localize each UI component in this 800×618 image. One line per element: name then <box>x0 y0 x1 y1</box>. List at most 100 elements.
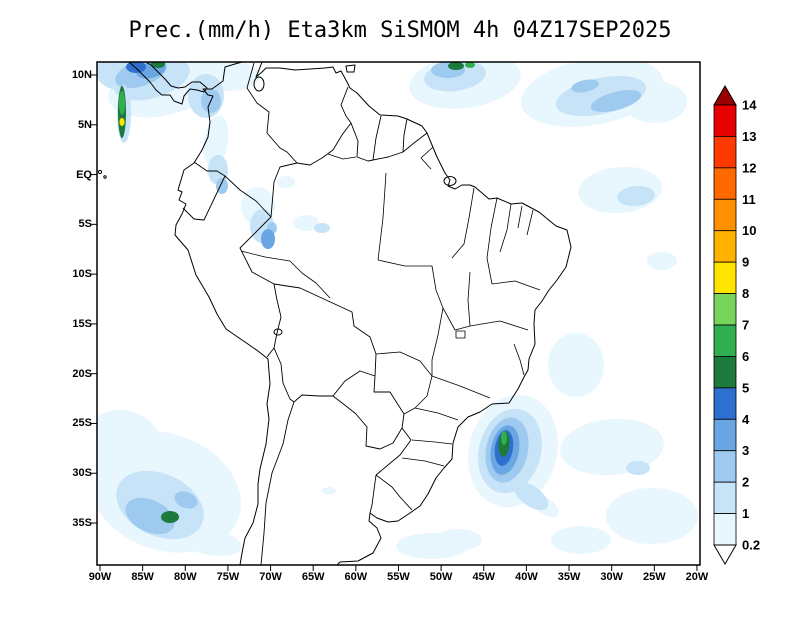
state-border <box>452 188 474 258</box>
lat-tick-label: 10S <box>58 267 92 281</box>
state-border <box>376 352 432 376</box>
coastline-galapagos-island <box>104 176 106 178</box>
colorbar-segment <box>714 105 736 136</box>
lon-tick-label: 55W <box>379 571 417 583</box>
colorbar-segment <box>714 294 736 325</box>
lon-tick-label: 85W <box>124 571 162 583</box>
coastline-galapagos-island <box>98 170 101 173</box>
colorbar-segment <box>714 388 736 419</box>
lon-tick-label: 75W <box>209 571 247 583</box>
lon-tick-label: 80W <box>166 571 204 583</box>
precip-cell <box>261 229 275 249</box>
colorbar-segment <box>714 168 736 199</box>
border-guyana-brazil <box>351 123 373 161</box>
lon-tick-label: 65W <box>294 571 332 583</box>
lat-tick-label: 25S <box>58 416 92 430</box>
colorbar-label: 9 <box>742 255 749 270</box>
border-peru-bolivia <box>274 284 281 348</box>
border-brazil-uruguay <box>376 475 412 510</box>
lat-tick-label: 20S <box>58 367 92 381</box>
lon-tick-label: 25W <box>635 571 673 583</box>
colorbar-label: 10 <box>742 223 756 238</box>
lat-tick-label: 35S <box>58 516 92 530</box>
state-border-distrito-federal <box>456 331 465 338</box>
state-border <box>492 281 540 290</box>
border-colombia-brazil <box>271 163 297 217</box>
colorbar-label: 7 <box>742 318 749 333</box>
colorbar-label: 11 <box>742 192 756 207</box>
state-border <box>241 251 290 261</box>
colorbar-label: 3 <box>742 443 749 458</box>
colorbar-label: 2 <box>742 475 749 490</box>
lat-tick-label: EQ <box>58 168 92 182</box>
state-border <box>487 198 497 284</box>
colorbar-segment <box>714 136 736 167</box>
state-border <box>412 440 452 444</box>
colorbar-segment <box>714 419 736 450</box>
colorbar-label: 6 <box>742 349 749 364</box>
precip-shading <box>72 44 698 573</box>
lat-tick-label: 5N <box>58 118 92 132</box>
precip-cell <box>626 461 650 475</box>
lon-tick-label: 45W <box>465 571 503 583</box>
precip-cell <box>606 488 698 544</box>
colorbar-segment <box>714 262 736 293</box>
state-border <box>402 458 444 466</box>
lon-tick-label: 30W <box>593 571 631 583</box>
border-paraguay-brazil <box>374 376 404 428</box>
state-border <box>514 344 524 375</box>
border-suriname-brazil <box>373 152 403 160</box>
state-border <box>378 173 386 260</box>
precip-cell <box>548 333 604 397</box>
colorbar-arrow-over <box>714 86 736 105</box>
precip-cell <box>501 431 507 445</box>
lat-tick-label: 15S <box>58 317 92 331</box>
precip-cell <box>448 62 464 70</box>
colorbar: 14 13 12 11 10 9 8 7 6 5 4 3 2 1 0.2 <box>706 80 796 580</box>
lon-tick-label: 40W <box>507 571 545 583</box>
state-border <box>378 260 432 266</box>
colorbar-label: 5 <box>742 380 749 395</box>
weather-map-page: Prec.(mm/h) Eta3km SiSMOM 4h 04Z17SEP202… <box>0 0 800 618</box>
colorbar-label: 13 <box>742 129 756 144</box>
state-border <box>527 210 533 235</box>
precip-cell <box>277 176 295 188</box>
border-bolivia-argentina <box>294 395 333 402</box>
colorbar-segment <box>714 482 736 513</box>
colorbar-label: 1 <box>742 506 749 521</box>
precip-cell <box>647 252 677 270</box>
colorbar-segment <box>714 514 736 545</box>
colorbar-label: 14 <box>742 98 757 113</box>
state-border <box>432 376 490 398</box>
state-border <box>432 266 443 308</box>
state-border <box>328 154 356 159</box>
colorbar-label: 4 <box>742 412 750 427</box>
colorbar-arrow-under <box>714 545 736 564</box>
lat-tick-label: 5S <box>58 217 92 231</box>
precip-cell <box>322 487 336 495</box>
border-suriname-frenchguiana <box>403 119 407 152</box>
colorbar-label: 0.2 <box>742 538 760 553</box>
state-border <box>421 147 433 169</box>
colorbar-label: 8 <box>742 286 749 301</box>
precip-cell <box>465 62 475 68</box>
state-border <box>468 272 470 326</box>
lon-tick-label: 90W <box>81 571 119 583</box>
state-border <box>432 308 443 376</box>
precip-cell <box>551 526 611 554</box>
colorbar-segment <box>714 356 736 387</box>
lon-tick-label: 60W <box>337 571 375 583</box>
colorbar-label: 12 <box>742 160 756 175</box>
lon-tick-label: 35W <box>550 571 588 583</box>
border-venezuela-guyana <box>341 87 351 123</box>
precip-cell <box>161 511 179 523</box>
precip-cell <box>558 415 666 480</box>
colorbar-segment <box>714 231 736 262</box>
border-chile-argentina <box>261 402 294 565</box>
colorbar-segment <box>714 325 736 356</box>
precip-cell <box>119 91 125 115</box>
border-bolivia-paraguay <box>333 371 375 396</box>
colorbar-segment <box>714 451 736 482</box>
border-bolivia-chile <box>274 348 294 402</box>
state-border <box>415 408 458 420</box>
